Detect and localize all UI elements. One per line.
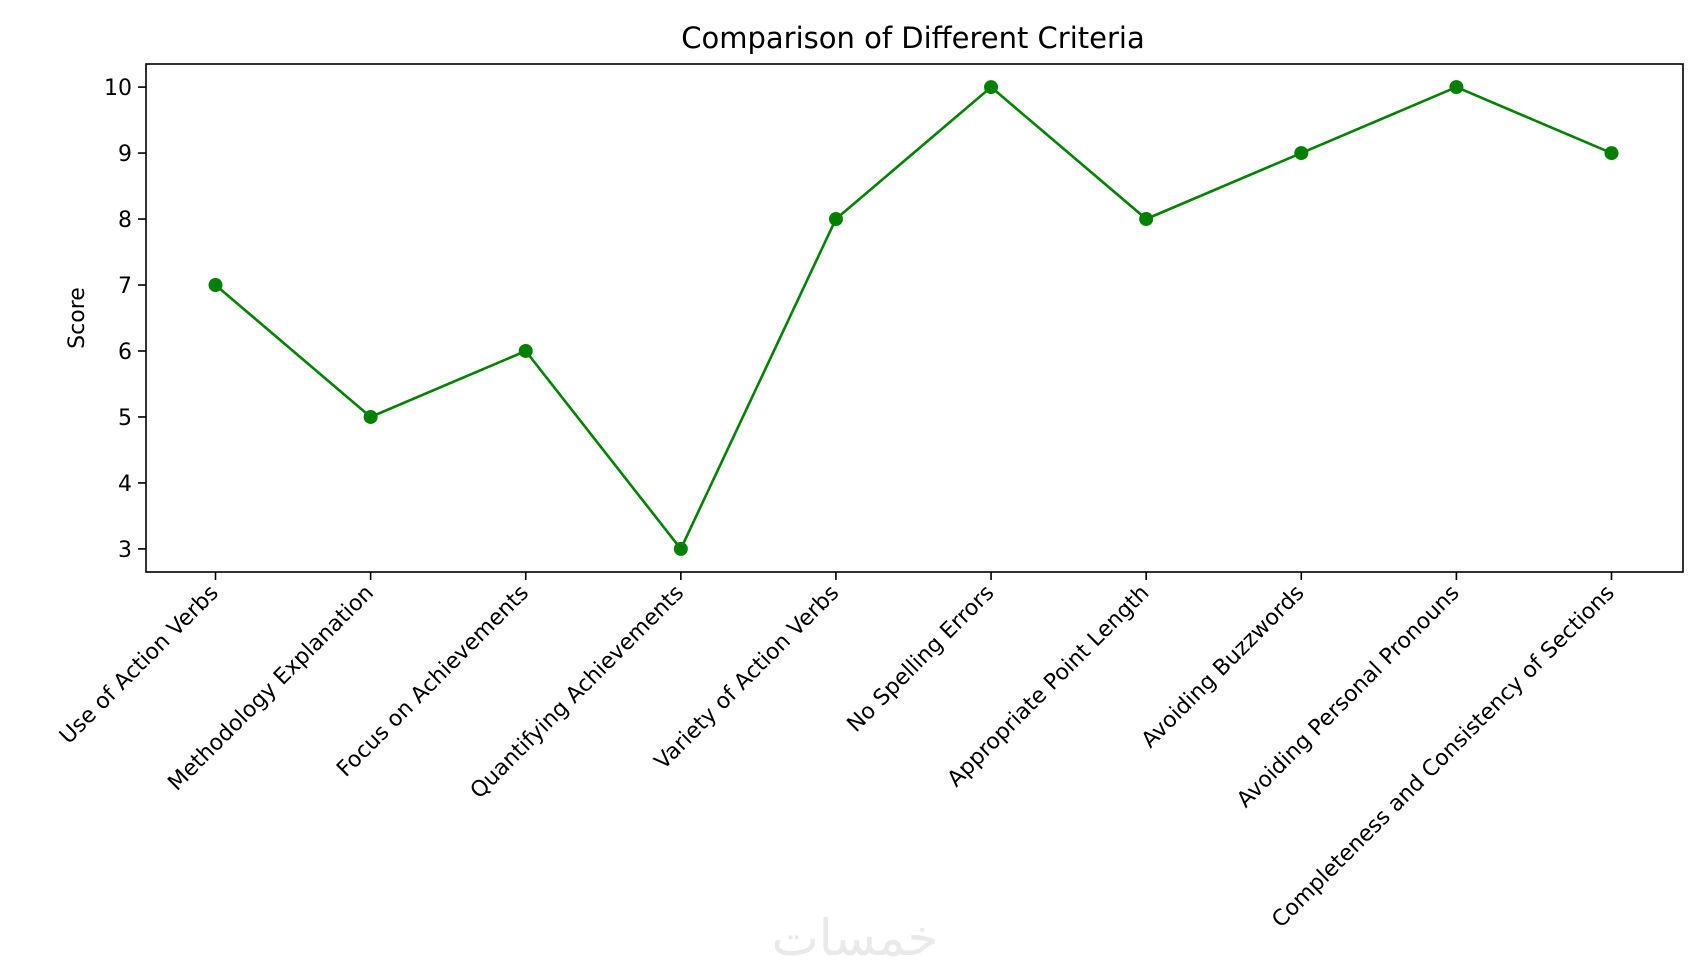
watermark-logo: خمسات [772, 909, 939, 967]
y-tick-label: 5 [118, 406, 132, 431]
y-tick-label: 6 [118, 340, 132, 365]
y-tick-label: 7 [118, 274, 132, 299]
y-axis: 3 4 5 6 7 8 9 10 [104, 76, 146, 563]
data-point [1294, 146, 1309, 161]
series-layer [208, 80, 1619, 556]
y-tick-label: 4 [118, 472, 132, 497]
data-point [1449, 80, 1464, 95]
data-point [828, 212, 843, 227]
data-point [208, 278, 223, 293]
series-line [214, 85, 1613, 551]
data-point [518, 343, 533, 358]
y-tick-label: 9 [118, 142, 132, 167]
y-tick-label: 8 [118, 208, 132, 233]
plot-frame [145, 63, 1684, 573]
data-point [1139, 212, 1154, 227]
y-tick-label: 3 [118, 538, 132, 563]
data-point [673, 541, 688, 556]
chart-title: Comparison of Different Criteria [681, 21, 1145, 55]
data-point [984, 80, 999, 95]
data-point [363, 409, 378, 424]
y-axis-label: Score [65, 287, 90, 349]
y-tick-label: 10 [104, 76, 132, 101]
data-point [1604, 146, 1619, 161]
